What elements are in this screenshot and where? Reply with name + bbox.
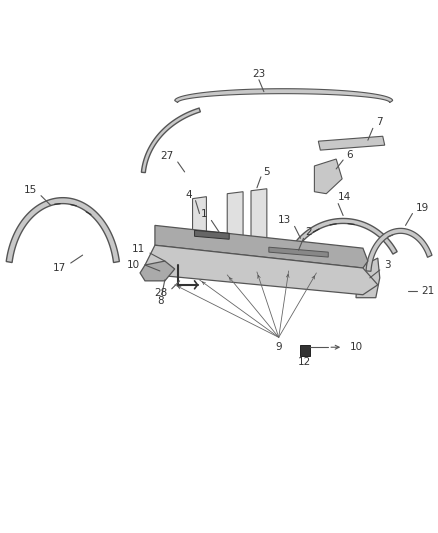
Polygon shape	[155, 225, 368, 268]
Polygon shape	[145, 245, 378, 295]
Text: 13: 13	[277, 215, 291, 225]
Text: 5: 5	[263, 167, 269, 177]
Polygon shape	[356, 258, 380, 298]
Polygon shape	[300, 345, 311, 356]
Polygon shape	[318, 136, 385, 150]
Polygon shape	[366, 228, 432, 271]
Text: 8: 8	[158, 296, 164, 305]
Text: 4: 4	[186, 190, 193, 200]
Text: 27: 27	[160, 151, 174, 161]
Text: 9: 9	[276, 342, 282, 352]
Polygon shape	[227, 192, 243, 266]
Text: 3: 3	[384, 260, 390, 270]
Polygon shape	[140, 261, 175, 281]
Polygon shape	[314, 159, 342, 193]
Text: 1: 1	[201, 209, 208, 220]
Polygon shape	[193, 197, 206, 269]
Polygon shape	[6, 198, 120, 263]
Text: 10: 10	[127, 260, 140, 270]
Text: 17: 17	[53, 263, 66, 273]
Polygon shape	[281, 219, 397, 279]
Text: 28: 28	[155, 288, 168, 298]
Text: 7: 7	[376, 117, 382, 127]
Text: 11: 11	[132, 244, 145, 254]
Polygon shape	[141, 108, 201, 173]
Text: 19: 19	[415, 203, 429, 213]
Text: 21: 21	[421, 286, 434, 296]
Polygon shape	[194, 230, 229, 239]
Text: 2: 2	[305, 228, 312, 237]
Polygon shape	[175, 88, 392, 102]
Text: 23: 23	[252, 69, 265, 79]
Text: 15: 15	[24, 185, 37, 195]
Text: 12: 12	[298, 357, 311, 367]
Text: 14: 14	[338, 192, 351, 201]
Polygon shape	[269, 247, 328, 257]
Polygon shape	[251, 189, 267, 263]
Text: 6: 6	[346, 150, 353, 160]
Text: 10: 10	[350, 342, 363, 352]
